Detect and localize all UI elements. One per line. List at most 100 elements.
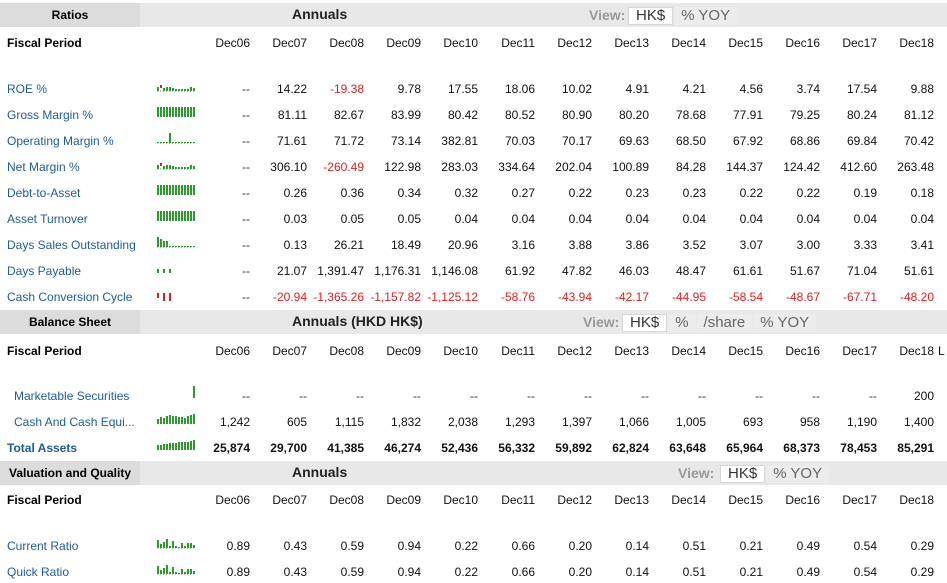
balance-cell: 693 [742, 415, 763, 429]
valuation-cell: 0.89 [226, 565, 250, 579]
ratios-row-label-roe[interactable]: ROE % [7, 82, 48, 96]
balance-cell: 63,648 [669, 441, 706, 455]
ratios-row-label-days-payable[interactable]: Days Payable [7, 264, 82, 278]
marketable-securities-sparkline-icon[interactable] [157, 386, 197, 403]
ratios-view-yoy-button[interactable]: % YOY [674, 7, 738, 25]
ratios-cell: -- [242, 160, 250, 174]
cash-and-cash-equi-sparkline-icon[interactable] [157, 412, 197, 429]
current-ratio-sparkline-icon[interactable] [157, 536, 197, 553]
ratios-cell: 67.92 [732, 134, 763, 148]
balance-cell: -- [413, 389, 421, 403]
ratios-cell: 80.90 [561, 108, 592, 122]
valuation-row-label-quick-ratio[interactable]: Quick Ratio [7, 565, 70, 579]
ratios-cell: 21.07 [276, 264, 307, 278]
valuation-cell: 0.22 [454, 539, 478, 553]
balance-view-hk-button[interactable]: HK$ [622, 314, 668, 332]
days-sales-outstanding-sparkline-icon[interactable] [157, 235, 197, 252]
ratios-row-label-debt-to-asset[interactable]: Debt-to-Asset [7, 186, 81, 200]
ratios-row-label-days-sales-outstanding[interactable]: Days Sales Outstanding [7, 238, 136, 252]
ratios-view-hk-button[interactable]: HK$ [628, 7, 674, 25]
balance-cell: 62,824 [612, 441, 649, 455]
ratios-cell: 71.72 [333, 134, 364, 148]
ratios-cell: 3.00 [796, 238, 820, 252]
valuation-year-header: Dec13 [614, 493, 649, 507]
valuation-cell: 0.54 [853, 565, 877, 579]
balance-cell: 1,397 [561, 415, 592, 429]
ratios-cell: 3.33 [853, 238, 877, 252]
ratios-cell: 84.28 [675, 160, 706, 174]
ratios-cell: 4.21 [682, 82, 706, 96]
ratios-cell: 68.86 [789, 134, 820, 148]
ratios-row-label-gross-margin[interactable]: Gross Margin % [7, 108, 94, 122]
ratios-year-header: Dec12 [557, 36, 592, 50]
ratios-cell: 17.54 [846, 82, 877, 96]
ratios-cell: 79.25 [789, 108, 820, 122]
balance-view-yoy-button[interactable]: % YOY [753, 314, 817, 332]
cash-conversion-cycle-sparkline-icon[interactable] [157, 287, 197, 304]
gross-margin-sparkline-icon[interactable] [157, 105, 197, 122]
balance-section-title: Balance Sheet [0, 310, 140, 334]
ratios-cell: 202.04 [555, 160, 592, 174]
valuation-cell: 0.29 [910, 539, 934, 553]
ratios-cell: 1,146.08 [431, 264, 478, 278]
balance-row-label-marketable-securities[interactable]: Marketable Securities [14, 389, 130, 403]
valuation-fiscal-period-label: Fiscal Period [7, 493, 82, 507]
debt-to-asset-sparkline-icon[interactable] [157, 183, 197, 200]
balance-view-label: View: [583, 314, 620, 330]
ratios-cell: -- [242, 134, 250, 148]
balance-cell: 68,373 [783, 441, 820, 455]
ratios-row-label-cash-conversion-cycle[interactable]: Cash Conversion Cycle [7, 290, 133, 304]
ratios-row-label-net-margin[interactable]: Net Margin % [7, 160, 80, 174]
balance-cell: -- [698, 389, 706, 403]
balance-cell: -- [869, 389, 877, 403]
ratios-year-header: Dec08 [329, 36, 364, 50]
ratios-year-header: Dec18 [899, 36, 934, 50]
valuation-cell: 0.49 [796, 539, 820, 553]
ratios-year-header: Dec14 [671, 36, 706, 50]
balance-view-share-button[interactable]: /share [696, 314, 753, 332]
asset-turnover-sparkline-icon[interactable] [157, 209, 197, 226]
balance-cell: -- [242, 389, 250, 403]
net-margin-sparkline-icon[interactable] [157, 157, 197, 174]
ratios-cell: -67.71 [842, 290, 877, 304]
valuation-row-label-current-ratio[interactable]: Current Ratio [7, 539, 79, 553]
ratios-cell: 0.04 [511, 212, 535, 226]
ratios-cell: -1,125.12 [427, 290, 478, 304]
operating-margin-sparkline-icon[interactable] [157, 131, 197, 148]
valuation-view-hk-button[interactable]: HK$ [720, 465, 766, 483]
valuation-year-header: Dec12 [557, 493, 592, 507]
balance-view-pct-button[interactable]: % [668, 314, 696, 332]
valuation-cell: 0.94 [397, 565, 421, 579]
ratios-cell: 0.36 [340, 186, 364, 200]
valuation-section-title: Valuation and Quality [0, 461, 140, 485]
ratios-cell: 4.56 [739, 82, 763, 96]
ratios-cell: 0.26 [283, 186, 307, 200]
ratios-year-header: Dec17 [842, 36, 877, 50]
roe-sparkline-icon[interactable] [157, 79, 197, 96]
ratios-cell: 0.32 [454, 186, 478, 200]
ratios-year-header: Dec10 [443, 36, 478, 50]
quick-ratio-sparkline-icon[interactable] [157, 562, 197, 579]
ratios-row-label-asset-turnover[interactable]: Asset Turnover [7, 212, 88, 226]
ratios-cell: 0.04 [682, 212, 706, 226]
ratios-cell: -44.95 [671, 290, 706, 304]
balance-row-label-total-assets[interactable]: Total Assets [7, 441, 78, 455]
ratios-cell: 61.92 [504, 264, 535, 278]
balance-year-header: Dec11 [501, 344, 535, 358]
valuation-cell: 0.14 [625, 539, 649, 553]
balance-annuals-label: Annuals (HKD HK$) [292, 313, 423, 329]
ratios-cell: -19.38 [329, 82, 364, 96]
ratios-cell: 81.12 [903, 108, 934, 122]
valuation-view-yoy-button[interactable]: % YOY [766, 465, 830, 483]
balance-cell: 65,964 [726, 441, 763, 455]
days-payable-sparkline-icon[interactable] [157, 261, 197, 278]
valuation-cell: 0.29 [910, 565, 934, 579]
ratios-cell: 68.50 [675, 134, 706, 148]
ratios-cell: 0.04 [568, 212, 592, 226]
balance-row-label-cash-and-cash-equi[interactable]: Cash And Cash Equi... [14, 415, 135, 429]
balance-cell: -- [356, 389, 364, 403]
total-assets-sparkline-icon[interactable] [157, 438, 197, 455]
balance-cell: -- [755, 389, 763, 403]
ratios-row-label-operating-margin[interactable]: Operating Margin % [7, 134, 114, 148]
ratios-cell: 334.64 [498, 160, 535, 174]
